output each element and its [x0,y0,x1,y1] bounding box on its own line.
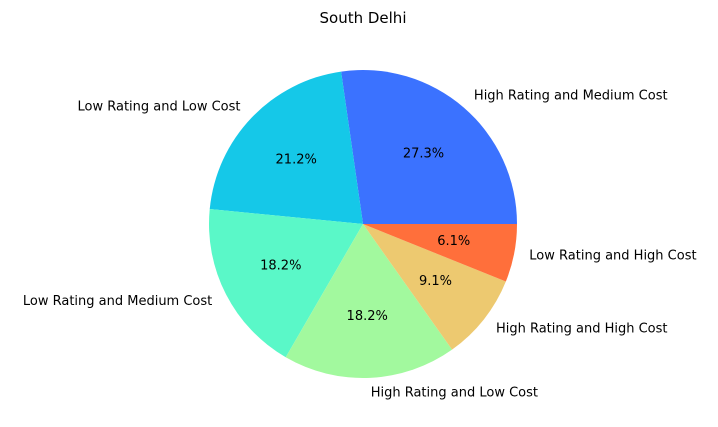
chart-title: South Delhi [320,9,407,27]
pie-slice-2 [209,209,363,358]
slice-label-4: High Rating and High Cost [496,321,668,336]
pie-slice-0 [341,69,517,224]
slice-label-5: Low Rating and High Cost [529,249,696,264]
percent-label-4: 9.1% [419,274,452,289]
percent-label-0: 27.3% [403,147,444,162]
percent-labels: 27.3% 21.2% 18.2% 18.2% 9.1% 6.1% [260,147,470,324]
pie-slice-5 [363,224,517,282]
pie-slice-3 [285,224,453,378]
percent-label-3: 18.2% [347,309,388,324]
slice-labels: High Rating and Medium Cost Low Rating an… [23,88,697,400]
slice-label-2: Low Rating and Medium Cost [23,294,212,309]
percent-label-5: 6.1% [437,234,470,249]
pie-slices [209,69,517,378]
pie-slice-1 [209,71,363,224]
percent-label-1: 21.2% [276,153,317,168]
slice-label-3: High Rating and Low Cost [371,386,538,401]
percent-label-2: 18.2% [260,259,301,274]
slice-label-1: Low Rating and Low Cost [78,99,241,114]
pie-slice-4 [363,224,506,350]
slice-label-0: High Rating and Medium Cost [474,88,668,103]
